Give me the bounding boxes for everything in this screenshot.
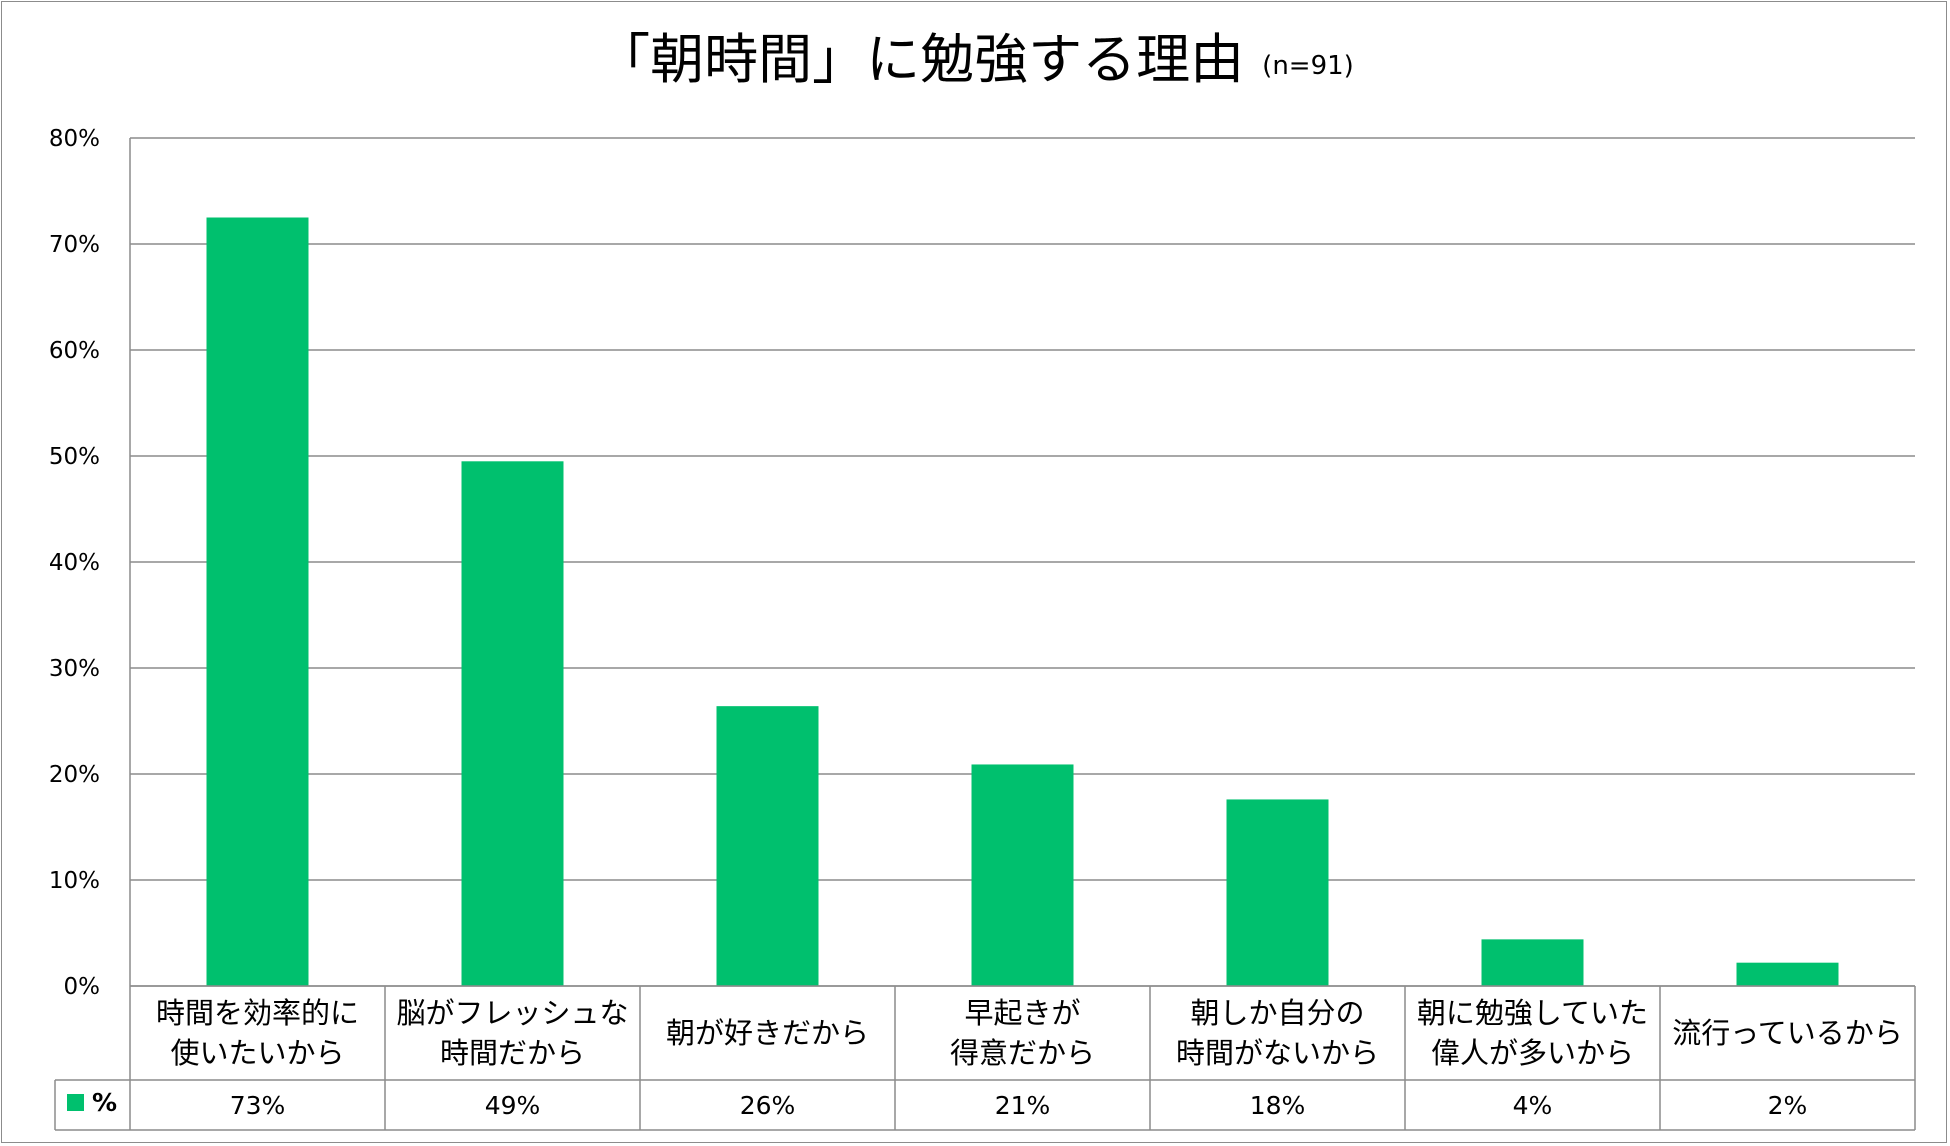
category-label: 使いたいから (170, 1036, 344, 1070)
data-label: 4% (1513, 1091, 1553, 1120)
y-tick-label: 0% (64, 974, 101, 1000)
bar (206, 217, 309, 986)
legend-swatch (67, 1094, 84, 1111)
data-label: 49% (485, 1091, 541, 1120)
legend-label: % (92, 1088, 117, 1117)
category-label: 朝に勉強していた (1417, 996, 1648, 1030)
category-label: 脳がフレッシュな (396, 996, 628, 1030)
bar (1736, 962, 1839, 986)
data-label: 21% (995, 1091, 1051, 1120)
y-tick-label: 30% (49, 656, 100, 682)
data-label: 2% (1768, 1091, 1808, 1120)
category-label: 偉人が多いから (1431, 1036, 1634, 1070)
category-label: 流行っているから (1672, 1016, 1903, 1050)
title-sample-size: (n=91) (1262, 51, 1354, 81)
category-label: 時間だから (440, 1036, 585, 1070)
category-label: 得意だから (950, 1036, 1095, 1070)
y-tick-label: 10% (49, 868, 100, 894)
y-tick-label: 70% (49, 232, 100, 258)
y-tick-label: 40% (49, 550, 100, 576)
category-label: 朝が好きだから (666, 1016, 869, 1050)
y-tick-label: 60% (49, 338, 100, 364)
category-label: 朝しか自分の (1190, 996, 1364, 1030)
title-text: 「朝時間」に勉強する理由 (596, 28, 1245, 91)
y-tick-label: 50% (49, 444, 100, 470)
bar (971, 764, 1074, 986)
bar (1226, 799, 1329, 986)
category-label: 時間がないから (1176, 1036, 1379, 1070)
bar (461, 461, 564, 986)
bar (716, 706, 819, 986)
y-tick-label: 80% (49, 126, 100, 152)
chart-title: 「朝時間」に勉強する理由 (n=91) (0, 20, 1950, 106)
category-label: 早起きが (964, 996, 1080, 1030)
bar (1481, 939, 1584, 986)
y-tick-label: 20% (49, 762, 100, 788)
data-label: 73% (230, 1091, 286, 1120)
data-label: 26% (740, 1091, 796, 1120)
category-label: 時間を効率的に (156, 996, 359, 1030)
data-label: 18% (1250, 1091, 1306, 1120)
